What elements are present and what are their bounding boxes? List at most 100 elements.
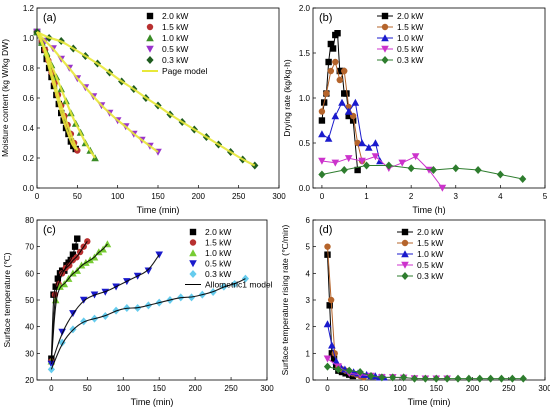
- legend-label: 2.0 kW: [205, 227, 231, 237]
- legend-label: 2.0 kW: [397, 11, 423, 21]
- legend-label: Page model: [162, 66, 207, 76]
- data-point: [519, 175, 527, 183]
- y-tick-label: 3: [306, 296, 311, 305]
- panel-3: (c) 0 50 100 150 200 250 300 20 30 40 50 60 70 80 Time …: [2, 216, 274, 407]
- data-point: [358, 157, 366, 165]
- model-curve: [50, 241, 88, 362]
- series-line: [321, 60, 363, 162]
- x-tick-label: 100: [117, 384, 131, 393]
- legend-label: 1.0 kW: [162, 33, 188, 43]
- y-tick-label: 1.2: [23, 4, 35, 13]
- x-axis-label: Time (min): [131, 397, 174, 407]
- legend-marker: [381, 34, 389, 42]
- data-point: [432, 374, 440, 383]
- data-point: [371, 153, 380, 161]
- data-point: [407, 164, 415, 173]
- panel-label: (b): [319, 12, 332, 24]
- legend-marker: [146, 34, 154, 42]
- y-axis-label: Surface temperature rising rate (℃/min): [280, 224, 290, 375]
- data-point: [421, 374, 429, 383]
- legend-marker: [146, 12, 154, 20]
- legend-marker: [401, 272, 409, 280]
- legend-marker: [146, 45, 154, 53]
- data-point: [400, 373, 408, 382]
- legend-marker: [401, 250, 409, 258]
- data-point: [318, 108, 326, 115]
- x-tick-label: 100: [393, 384, 407, 393]
- x-tick-label: 300: [538, 384, 550, 393]
- legend-label: 0.3 kW: [162, 55, 188, 65]
- data-point: [326, 302, 333, 309]
- x-tick-label: 150: [430, 384, 444, 393]
- legend-marker: [381, 45, 389, 53]
- data-point: [318, 170, 326, 179]
- x-tick-label: 100: [111, 192, 125, 201]
- legend-label: Allometric1 model: [205, 280, 273, 290]
- y-tick-label: 0.5: [299, 139, 311, 148]
- legend-label: 0.3 kW: [417, 271, 443, 281]
- x-tick-label: 0: [35, 192, 40, 201]
- data-point: [332, 58, 339, 66]
- model-curve: [50, 238, 78, 359]
- y-tick-label: 0: [306, 376, 311, 385]
- data-point: [334, 365, 342, 374]
- data-point: [508, 374, 516, 383]
- x-tick-label: 200: [466, 384, 480, 393]
- data-point: [323, 90, 330, 97]
- data-point: [324, 251, 331, 258]
- data-point: [327, 67, 335, 75]
- y-tick-label: 2.0: [299, 4, 311, 13]
- series-1: [318, 58, 366, 165]
- y-tick-label: 60: [25, 269, 34, 278]
- legend-marker: [189, 239, 197, 246]
- data-point: [476, 374, 484, 383]
- y-tick-label: 1.0: [23, 34, 35, 43]
- data-point: [330, 355, 338, 362]
- legend-label: 1.5 kW: [205, 238, 231, 248]
- data-point: [318, 117, 326, 124]
- series-4: [318, 161, 527, 183]
- data-point: [343, 90, 350, 97]
- series-1: [324, 243, 367, 381]
- y-tick-label: 2: [306, 323, 311, 332]
- x-tick-label: 4: [498, 192, 503, 201]
- y-tick-label: 50: [25, 296, 34, 305]
- y-tick-label: 1: [306, 349, 311, 358]
- data-point: [318, 130, 326, 138]
- data-point: [74, 235, 81, 242]
- data-point: [362, 161, 371, 170]
- x-tick-label: 50: [83, 384, 92, 393]
- data-point: [334, 30, 341, 37]
- data-point: [324, 243, 331, 250]
- legend-label: 2.0 kW: [417, 227, 443, 237]
- x-tick-label: 2: [409, 192, 414, 201]
- data-point: [465, 374, 473, 383]
- y-tick-label: 5: [306, 243, 311, 252]
- data-point: [103, 240, 112, 248]
- y-tick-label: 1.5: [299, 49, 311, 58]
- data-point: [389, 373, 397, 382]
- legend-marker: [189, 260, 197, 268]
- legend-marker: [146, 23, 154, 31]
- legend-label: 1.5 kW: [397, 22, 423, 32]
- x-axis-label: Time (min): [137, 205, 180, 215]
- legend-label: 0.5 kW: [417, 260, 443, 270]
- x-tick-label: 150: [153, 384, 167, 393]
- y-tick-label: 70: [25, 243, 34, 252]
- x-tick-label: 200: [188, 384, 202, 393]
- legend-label: 1.5 kW: [162, 22, 188, 32]
- data-point: [56, 282, 64, 290]
- legend-marker: [146, 56, 154, 64]
- legend-label: 1.0 kW: [417, 249, 443, 259]
- y-tick-label: 0.6: [23, 94, 35, 103]
- legend-label: 0.3 kW: [205, 269, 231, 279]
- y-tick-label: 20: [25, 376, 34, 385]
- data-point: [323, 320, 332, 328]
- data-point: [398, 159, 407, 167]
- data-point: [354, 166, 361, 174]
- data-point: [332, 357, 340, 365]
- data-point: [356, 368, 364, 376]
- data-point: [371, 139, 380, 147]
- x-tick-label: 3: [454, 192, 459, 201]
